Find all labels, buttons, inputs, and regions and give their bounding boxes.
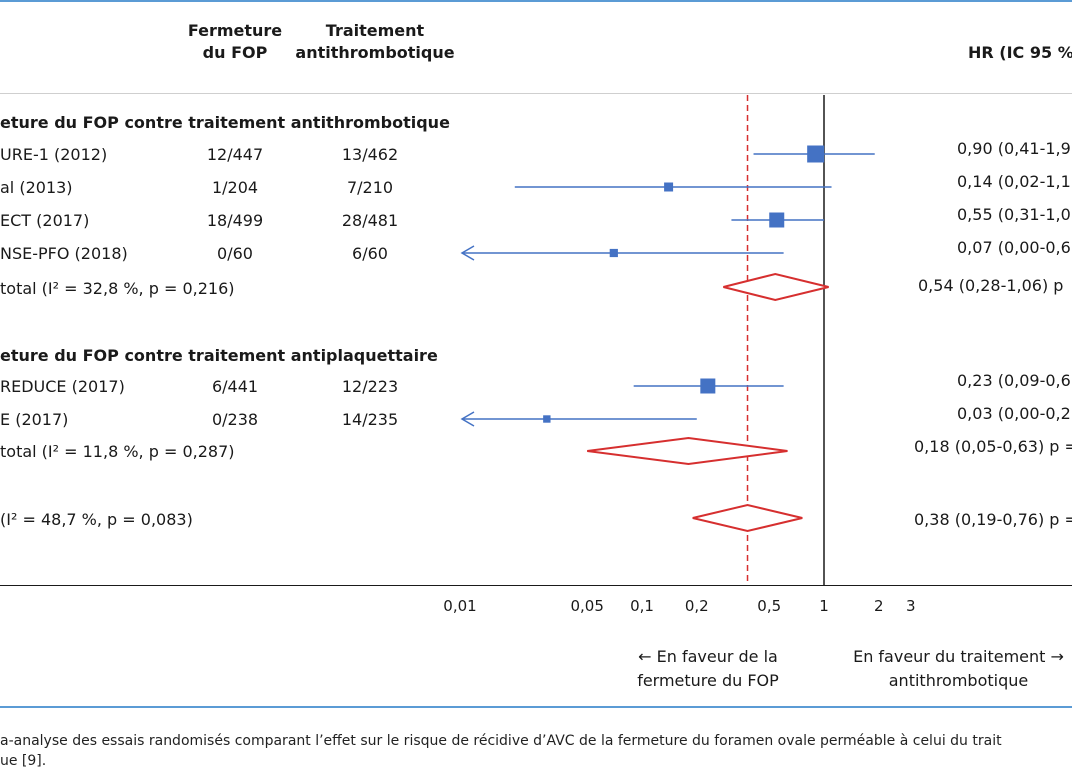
study-marker bbox=[769, 212, 785, 228]
study-fop: 18/499 bbox=[206, 211, 264, 230]
study-marker bbox=[609, 248, 618, 258]
favor-left-line2: fermeture du FOP bbox=[637, 671, 779, 690]
study-marker bbox=[807, 145, 825, 163]
study-label: URE-1 (2012) bbox=[0, 145, 108, 164]
x-tick-label: 0,01 bbox=[443, 597, 477, 615]
subtotal-diamond bbox=[587, 436, 788, 466]
bottom-rule bbox=[0, 706, 1072, 708]
header-separator bbox=[0, 93, 1072, 94]
x-tick-label: 0,1 bbox=[630, 597, 654, 615]
study-marker bbox=[664, 182, 674, 192]
overall-hr: 0,38 (0,19-0,76) p = bbox=[914, 510, 1072, 529]
study-label: NSE-PFO (2018) bbox=[0, 244, 128, 263]
x-tick-label: 0,2 bbox=[684, 597, 709, 615]
study-marker bbox=[543, 415, 551, 423]
study-label: ECT (2017) bbox=[0, 211, 90, 230]
study-label: E (2017) bbox=[0, 410, 69, 429]
subtotal-hr: 0,18 (0,05-0,63) p = bbox=[914, 437, 1072, 456]
favor-left: ← En faveur de la fermeture du FOP bbox=[618, 645, 798, 693]
overall-label: (I² = 48,7 %, p = 0,083) bbox=[0, 510, 193, 529]
favor-right-line1: En faveur du traitement → bbox=[853, 647, 1064, 666]
group-title: eture du FOP contre traitement antiplaqu… bbox=[0, 346, 438, 365]
study-hr: 0,03 (0,00-0,2 bbox=[957, 404, 1071, 423]
study-tt: 6/60 bbox=[352, 244, 388, 263]
header-hr: HR (IC 95 % bbox=[968, 43, 1072, 62]
favor-right-line2: antithrombotique bbox=[888, 671, 1029, 690]
favor-right: En faveur du traitement → antithrombotiq… bbox=[845, 645, 1072, 693]
header-fop-line2: du FOP bbox=[202, 43, 268, 62]
study-marker bbox=[700, 378, 716, 394]
study-hr: 0,14 (0,02-1,1 bbox=[957, 172, 1071, 191]
x-tick-label: 0,05 bbox=[570, 597, 604, 615]
ci-arrow bbox=[460, 245, 475, 261]
top-rule bbox=[0, 0, 1072, 2]
study-fop: 0/60 bbox=[217, 244, 253, 263]
study-label: REDUCE (2017) bbox=[0, 377, 125, 396]
subtotal-hr: 0,54 (0,28-1,06) p bbox=[918, 276, 1064, 295]
ci-arrow bbox=[460, 411, 475, 427]
study-tt: 12/223 bbox=[341, 377, 399, 396]
header-tt-line1: Traitement bbox=[325, 21, 425, 40]
study-fop: 0/238 bbox=[211, 410, 259, 429]
study-fop: 12/447 bbox=[206, 145, 264, 164]
x-tick-label: 3 bbox=[906, 597, 916, 615]
subtotal-label: total (I² = 32,8 %, p = 0,216) bbox=[0, 279, 235, 298]
subtotal-label: total (I² = 11,8 %, p = 0,287) bbox=[0, 442, 235, 461]
study-hr: 0,55 (0,31-1,0 bbox=[957, 205, 1071, 224]
study-tt: 28/481 bbox=[341, 211, 399, 230]
overall-diamond bbox=[692, 503, 803, 533]
study-tt: 7/210 bbox=[346, 178, 394, 197]
study-hr: 0,90 (0,41-1,9 bbox=[957, 139, 1071, 158]
x-axis bbox=[0, 585, 1072, 586]
study-fop: 6/441 bbox=[211, 377, 259, 396]
x-tick-label: 1 bbox=[819, 597, 829, 615]
favor-left-line1: ← En faveur de la bbox=[638, 647, 778, 666]
subtotal-diamond bbox=[723, 272, 829, 302]
study-tt: 14/235 bbox=[341, 410, 399, 429]
header-fop: Fermeture du FOP bbox=[180, 20, 290, 64]
x-tick-label: 0,5 bbox=[757, 597, 782, 615]
study-hr: 0,07 (0,00-0,6 bbox=[957, 238, 1071, 257]
study-label: al (2013) bbox=[0, 178, 73, 197]
x-tick-label: 2 bbox=[874, 597, 884, 615]
study-hr: 0,23 (0,09-0,6 bbox=[957, 371, 1071, 390]
study-tt: 13/462 bbox=[341, 145, 399, 164]
header-tt-line2: antithrombotique bbox=[295, 43, 455, 62]
study-fop: 1/204 bbox=[211, 178, 259, 197]
header-fop-line1: Fermeture bbox=[187, 21, 283, 40]
caption-line1: a-analyse des essais randomisés comparan… bbox=[0, 733, 1002, 749]
group-title: eture du FOP contre traitement antithrom… bbox=[0, 113, 450, 132]
header-tt: Traitement antithrombotique bbox=[295, 20, 455, 64]
figure-caption: a-analyse des essais randomisés comparan… bbox=[0, 731, 1002, 771]
caption-line2: ue [9]. bbox=[0, 753, 47, 769]
